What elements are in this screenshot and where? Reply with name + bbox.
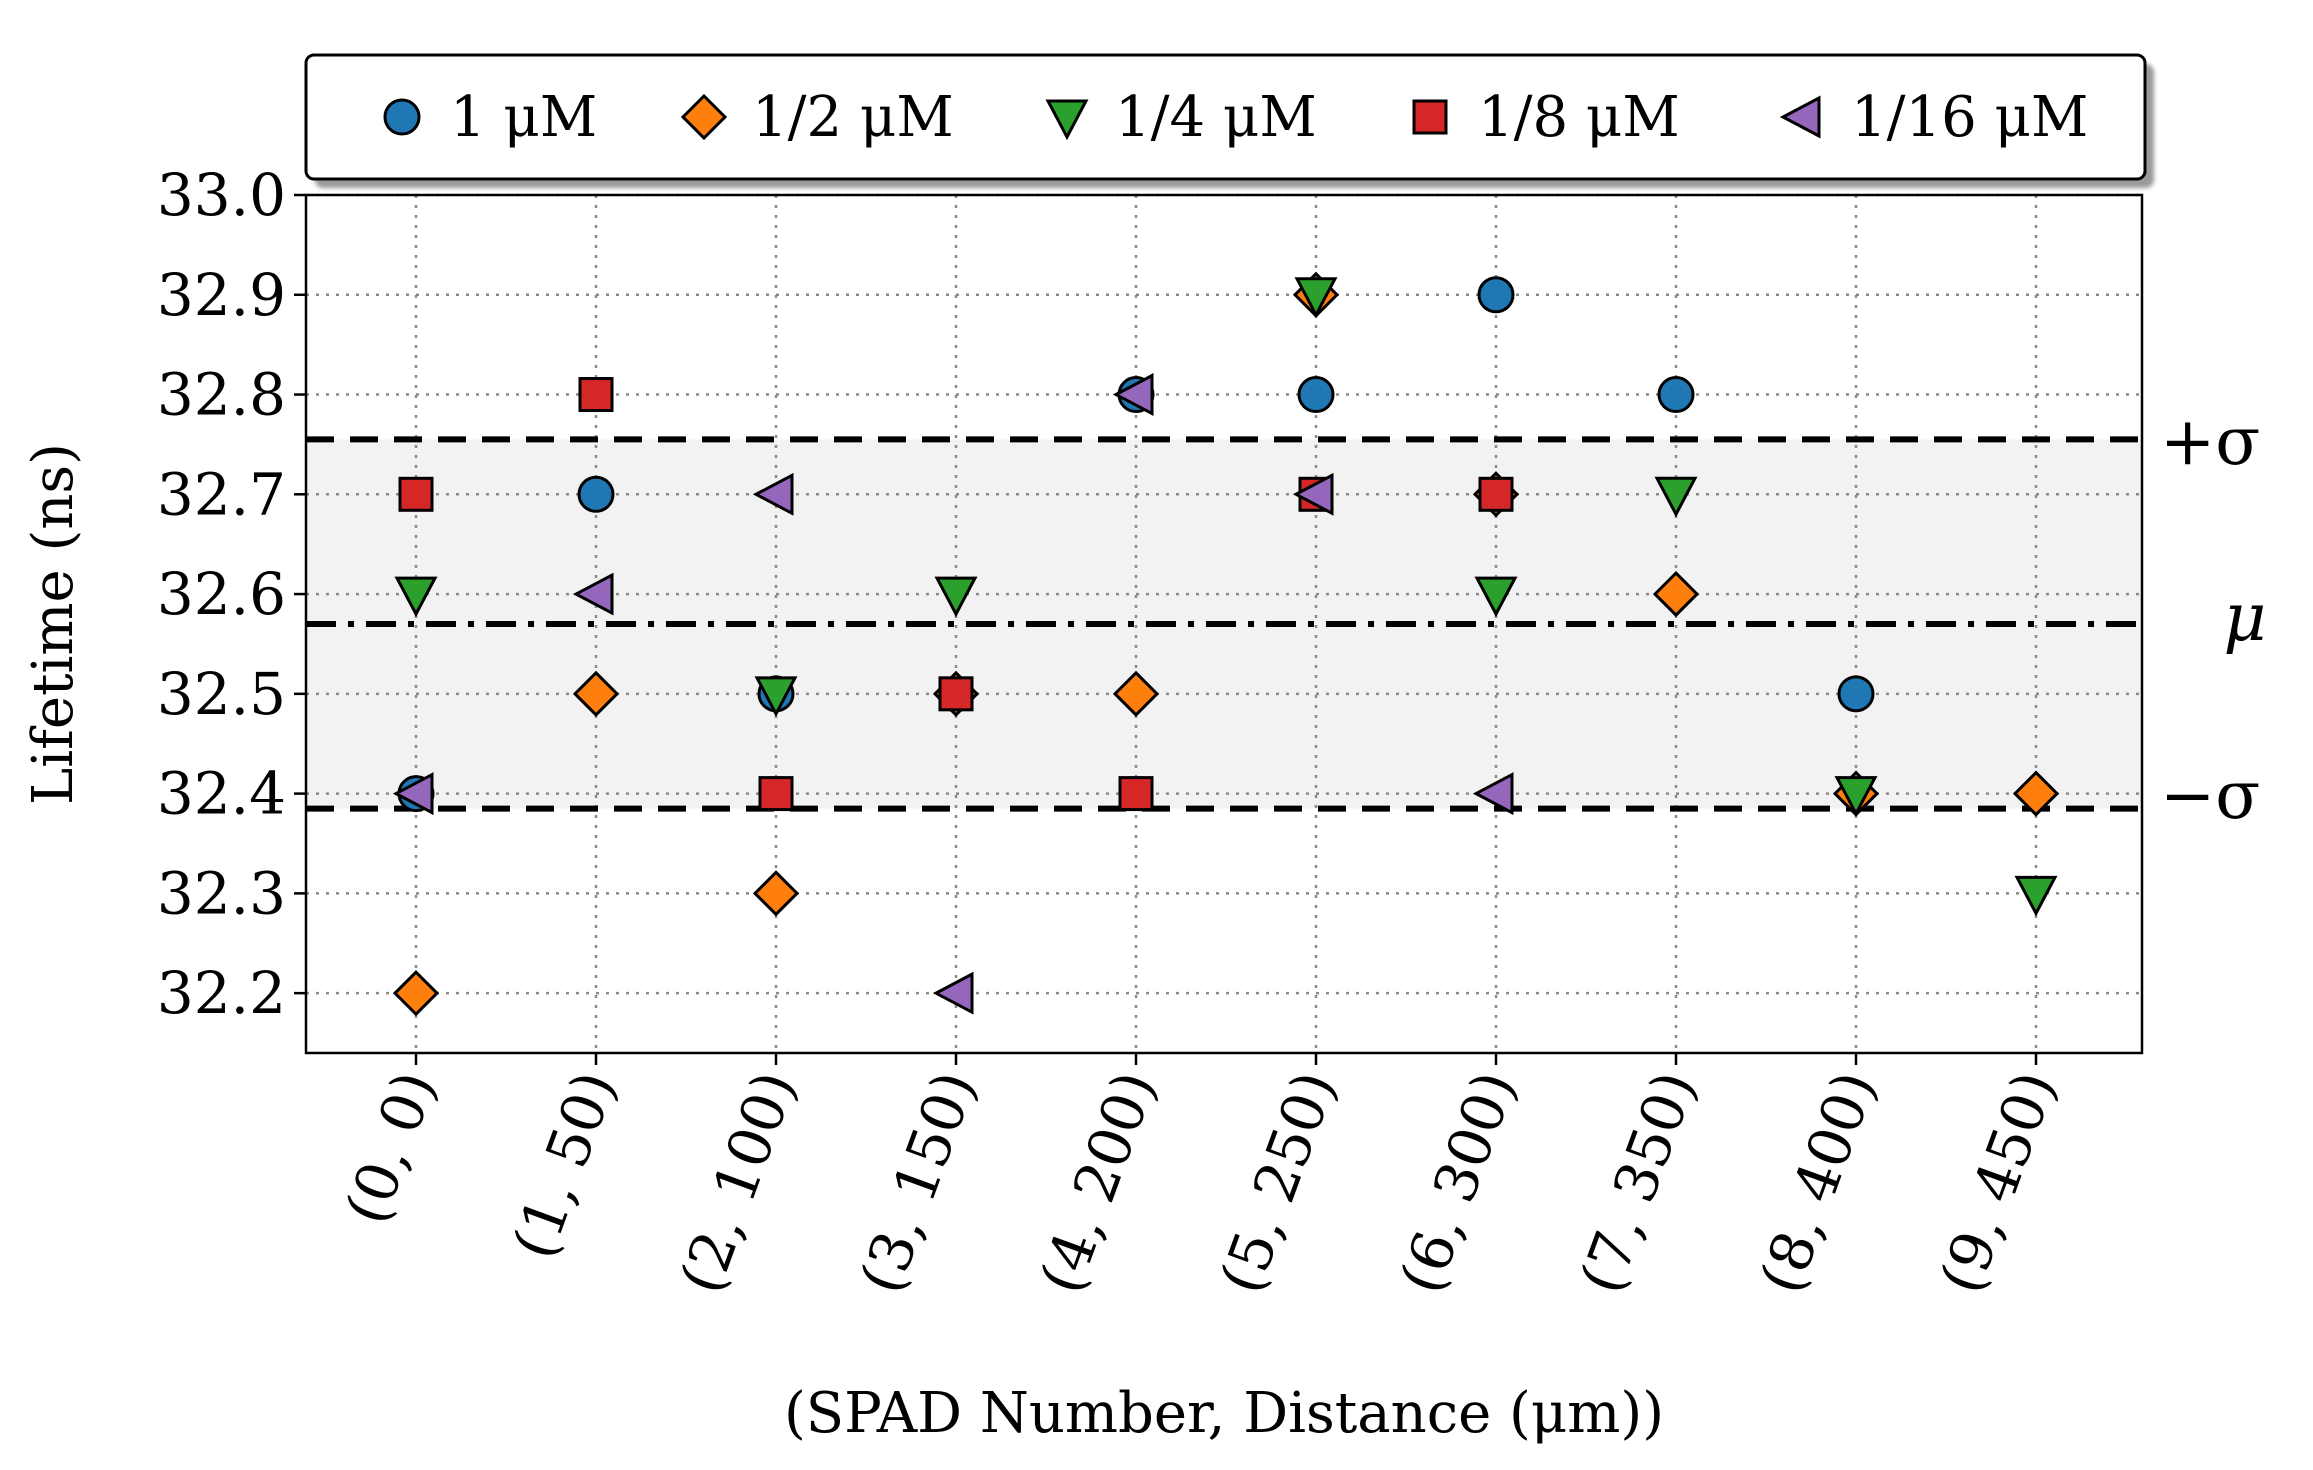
data-point [752,472,794,516]
data-point [392,970,440,1017]
data-point [1657,376,1695,414]
y-tick-label: 32.5 [157,660,286,728]
data-point [938,676,974,712]
data-point [1112,373,1154,417]
x-tick-label: (9, 450) [1927,1063,2069,1302]
legend-item: 1/2 μM [680,85,954,150]
data-point [1477,276,1515,314]
legend-item: 1/4 μM [1045,85,1317,150]
data-point [752,870,800,917]
x-ticks-layer: (0, 0) (1, 50) (2, 100) (3, 150) (4, 200) (5,… [332,1053,2069,1302]
series-3-markers [394,277,2058,917]
x-axis-label: (SPAD Number, Distance (μm)) [784,1381,1664,1446]
y-tick-label: 32.2 [157,959,286,1027]
legend-label: 1/4 μM [1115,85,1317,150]
legend-label: 1/2 μM [752,85,954,150]
legend-item: 1 μM [383,85,597,150]
data-point [1837,675,1875,713]
data-point [572,572,614,616]
data-point [1292,472,1334,516]
y-tick-label: 33.0 [157,161,286,229]
series-4-markers [398,377,1514,812]
data-point [1118,776,1154,812]
y-tick-label: 32.9 [157,261,286,329]
y-ticks-layer: 32.2 32.3 32.4 32.5 32.6 32.7 32.8 32.9 33.0 [157,161,306,1027]
x-tick-label: (8, 400) [1747,1063,1889,1302]
data-point [1834,776,1878,817]
y-axis-label: Lifetime (ns) [21,443,86,805]
data-point [2012,770,2060,817]
plus-sigma-label: +σ [2160,403,2260,480]
y-tick-label: 32.4 [157,760,286,828]
series-5-markers [392,373,1514,1015]
y-tick-label: 32.7 [157,460,286,528]
data-point [1112,670,1160,717]
legend-item: 1/16 μM [1779,85,2088,150]
data-point [578,377,614,413]
x-tick-label: (5, 250) [1207,1063,1349,1302]
x-tick-label: (2, 100) [667,1063,809,1302]
data-point [1472,772,1514,816]
legend-label: 1 μM [450,85,597,150]
legend-marker [1412,99,1448,135]
data-point [1478,476,1514,512]
y-tick-label: 32.6 [157,560,286,628]
x-tick-label: (3, 150) [847,1063,989,1302]
y-tick-label: 32.3 [157,859,286,927]
data-point [932,971,974,1015]
reference-lines-layer [306,436,2142,812]
legend: 1 μM 1/2 μM 1/4 μM 1/8 μM 1/16 μM [304,53,2154,188]
legend-label: 1/16 μM [1851,85,2088,150]
data-point [1297,376,1335,414]
data-point [1294,277,1338,318]
legend-marker [1045,99,1089,141]
x-tick-label: (1, 50) [499,1063,629,1267]
data-point [394,576,438,618]
data-point [1474,576,1518,618]
data-point [577,475,615,513]
data-point [572,670,620,717]
x-tick-label: (0, 0) [332,1063,449,1233]
legend-marker [680,93,728,141]
legend-frame [304,53,2147,181]
legend-marker [383,98,421,136]
axes-frame [304,193,2144,1055]
data-point [392,772,434,816]
data-point [754,676,798,718]
minus-sigma-label: −σ [2160,757,2260,834]
data-point [2014,875,2058,917]
data-point [934,576,978,618]
x-tick-label: (4, 200) [1027,1063,1169,1302]
legend-items: 1 μM 1/2 μM 1/4 μM 1/8 μM 1/16 μM [383,85,2088,150]
markers-layer [392,271,2060,1017]
legend-marker [1779,95,1821,139]
data-point [1652,570,1700,618]
mu-label: μ [2224,579,2267,656]
data-point [398,476,434,512]
data-point [758,776,794,812]
x-tick-label: (6, 300) [1387,1063,1529,1302]
data-point [1654,476,1698,518]
legend-label: 1/8 μM [1478,85,1680,150]
x-tick-label: (7, 350) [1567,1063,1709,1302]
legend-item: 1/8 μM [1412,85,1680,150]
y-tick-label: 32.8 [157,361,286,429]
